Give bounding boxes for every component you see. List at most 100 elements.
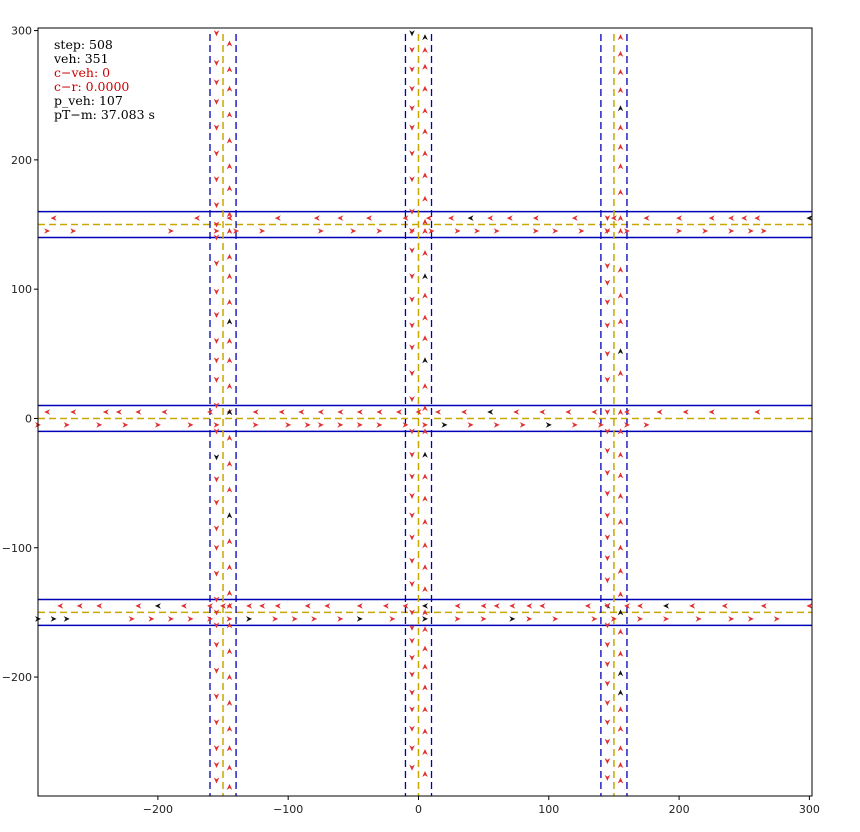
- vehicle-marker: [422, 405, 428, 412]
- vehicle-marker: [252, 422, 259, 428]
- vehicle-marker: [422, 518, 428, 525]
- vehicle-marker: [773, 616, 780, 622]
- vehicle-marker: [422, 150, 428, 157]
- vehicle-marker: [728, 228, 735, 234]
- vehicle-marker: [747, 616, 754, 622]
- vehicle-marker: [226, 383, 233, 390]
- vehicle-marker: [422, 47, 428, 53]
- vehicle-marker: [545, 422, 552, 428]
- vehicle-marker: [422, 495, 428, 502]
- vehicle-marker: [213, 570, 220, 577]
- vehicle-marker: [226, 764, 233, 771]
- vehicle-marker: [409, 370, 415, 377]
- stat-line: pT−m: 37.083 s: [54, 107, 155, 122]
- vehicle-marker: [422, 107, 428, 114]
- vehicle-marker: [604, 622, 611, 629]
- vehicle-marker: [409, 534, 415, 541]
- vehicle-marker: [376, 228, 383, 234]
- vehicle-marker: [509, 603, 516, 609]
- vehicle-marker: [422, 85, 428, 92]
- vehicle-marker: [760, 228, 767, 234]
- vehicle-marker: [226, 616, 233, 622]
- vehicle-marker: [213, 357, 220, 364]
- vehicle-marker: [617, 493, 624, 499]
- vehicle-marker: [376, 409, 383, 415]
- vehicle-marker: [70, 409, 77, 415]
- vehicle-marker: [604, 555, 611, 562]
- vehicle-marker: [435, 409, 441, 415]
- vehicle-marker: [617, 215, 624, 222]
- vehicle-marker: [747, 228, 754, 234]
- vehicle-marker: [213, 202, 220, 209]
- vehicle-marker: [728, 616, 735, 622]
- vehicle-marker: [591, 616, 598, 622]
- vehicle-marker: [409, 493, 415, 499]
- vehicle-marker: [402, 215, 409, 221]
- vehicle-marker: [213, 124, 220, 131]
- vehicle-marker: [409, 473, 415, 480]
- vehicle-marker: [552, 228, 559, 234]
- vehicle-marker: [604, 447, 611, 454]
- vehicle-marker: [428, 228, 435, 234]
- vehicle-marker: [610, 616, 617, 622]
- vehicle-marker: [291, 616, 298, 622]
- vehicle-marker: [226, 357, 233, 364]
- stat-line: veh: 351: [53, 51, 109, 66]
- vehicle-marker: [624, 422, 630, 428]
- vehicle-marker: [422, 428, 428, 435]
- stat-line: step: 508: [54, 37, 113, 52]
- vehicle-marker: [422, 357, 428, 364]
- vehicle-marker: [604, 602, 611, 609]
- vehicle-marker: [213, 667, 220, 674]
- vehicle-marker: [741, 215, 748, 221]
- vehicle-marker: [610, 215, 617, 221]
- vehicle-marker: [226, 318, 233, 325]
- vehicle-marker: [617, 50, 624, 57]
- vehicle-marker: [226, 699, 233, 706]
- vehicle-marker: [213, 777, 220, 784]
- vehicle-marker: [167, 616, 174, 622]
- vehicle-marker: [624, 603, 630, 609]
- vehicle-marker: [154, 422, 161, 428]
- vehicle-marker: [487, 409, 494, 415]
- vehicle-marker: [409, 689, 415, 696]
- vehicle-marker: [409, 764, 415, 771]
- vehicle-marker: [409, 609, 415, 616]
- vehicle-marker: [689, 603, 696, 609]
- vehicle-marker: [226, 725, 233, 732]
- vehicle-marker: [637, 616, 643, 622]
- vehicle-marker: [226, 228, 233, 234]
- vehicle-marker: [350, 228, 357, 234]
- vehicle-marker: [226, 185, 233, 192]
- vehicle-marker: [617, 318, 624, 325]
- vehicle-marker: [246, 603, 253, 609]
- vehicle-marker: [272, 616, 279, 622]
- vehicle-marker: [226, 434, 233, 441]
- vehicle-marker: [676, 215, 683, 221]
- vehicle-marker: [487, 215, 494, 221]
- vehicle-marker: [213, 422, 220, 428]
- vehicle-marker: [337, 215, 344, 221]
- vehicle-marker: [617, 409, 624, 415]
- vehicle-marker: [187, 422, 194, 428]
- vehicle-marker: [493, 603, 500, 609]
- vehicle-marker: [604, 428, 611, 435]
- vehicle-marker: [246, 616, 253, 622]
- vehicle-marker: [187, 616, 194, 622]
- vehicle-marker: [226, 66, 233, 73]
- vehicle-marker: [402, 422, 409, 428]
- vehicle-marker: [337, 616, 344, 622]
- vehicle-marker: [409, 654, 415, 661]
- vehicle-marker: [213, 79, 220, 86]
- x-tick-label: 0: [415, 803, 422, 816]
- vehicle-marker: [220, 603, 226, 609]
- stat-line: c−veh: 0: [54, 65, 110, 80]
- vehicle-marker: [50, 215, 57, 221]
- vehicle-marker: [422, 195, 428, 202]
- vehicle-marker: [409, 47, 415, 53]
- vehicle-marker: [617, 689, 624, 696]
- vehicle-marker: [422, 172, 428, 179]
- vehicle-marker: [604, 512, 611, 519]
- vehicle-marker: [604, 228, 611, 234]
- vehicle-marker: [409, 208, 415, 215]
